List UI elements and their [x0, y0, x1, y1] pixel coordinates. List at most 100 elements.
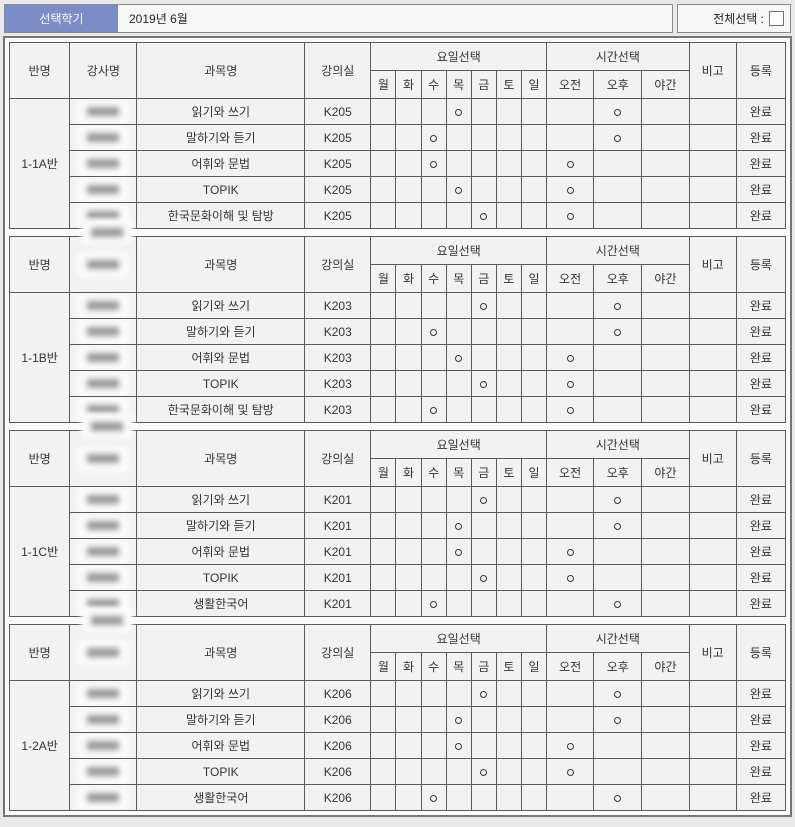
day-cell-토 [495, 732, 522, 759]
time-header-야간: 야간 [641, 652, 690, 681]
remarks-cell [688, 202, 737, 229]
day-header-토: 토 [495, 458, 522, 487]
remarks-cell [688, 396, 737, 423]
time-selected-marker [614, 522, 622, 530]
day-cell-화 [395, 512, 422, 539]
time-cell-오전 [546, 124, 595, 151]
redacted-smudge [91, 227, 123, 237]
day-cell-금 [470, 538, 497, 565]
day-cell-목 [445, 538, 472, 565]
subject-cell: TOPIK [136, 176, 306, 203]
day-cell-금 [470, 564, 497, 591]
day-cell-일 [520, 512, 548, 539]
course-row: 말하기와 듣기 K201 완료 [10, 512, 787, 539]
time-cell-오전 [546, 512, 595, 539]
day-cell-토 [495, 98, 522, 125]
time-selected-marker [566, 406, 574, 414]
remarks-cell [688, 706, 737, 733]
time-header-오후: 오후 [593, 264, 643, 293]
time-selected-marker [614, 716, 622, 724]
day-cell-토 [495, 150, 522, 177]
time-cell-오전 [546, 318, 595, 345]
day-cell-수 [420, 564, 447, 591]
select-all-box: 전체선택 : [677, 4, 791, 33]
time-selected-marker [614, 302, 622, 310]
subject-cell: 말하기와 듣기 [136, 706, 306, 733]
redacted-instructor-name [80, 179, 127, 200]
redacted-smudge [87, 648, 120, 657]
select-all-checkbox[interactable] [769, 11, 784, 26]
time-cell-야간 [641, 318, 690, 345]
day-cell-수 [420, 370, 447, 397]
day-cell-목 [445, 784, 472, 811]
redacted-instructor-name [80, 489, 127, 510]
day-cell-월 [370, 538, 397, 565]
remarks-cell [688, 98, 737, 125]
day-cell-금 [470, 124, 497, 151]
day-cell-일 [520, 318, 548, 345]
room-cell: K201 [304, 564, 372, 591]
day-cell-토 [495, 590, 522, 617]
time-selected-marker [614, 496, 622, 504]
redacted-smudge [87, 159, 120, 168]
day-cell-일 [520, 202, 548, 229]
room-cell: K203 [304, 318, 372, 345]
class-schedule-table-1-1C반: 반명 과목명 강의실 요일선택 시간선택 비고 등록 월 화 수 목 금 토 일 오전 오후 야간 1-1C반 읽기… [8, 430, 787, 617]
day-cell-월 [370, 732, 397, 759]
class-schedule-table-1-1B반: 반명 과목명 강의실 요일선택 시간선택 비고 등록 월 화 수 목 금 토 일 오전 오후 야간 1-1B반 읽기… [8, 236, 787, 423]
header-row-1: 반명 강사명 과목명 강의실 요일선택 시간선택 비고 등록 [8, 42, 787, 99]
day-cell-금 [470, 344, 497, 371]
section-gap [9, 222, 786, 242]
col-header-subject: 과목명 [136, 624, 306, 681]
redacted-instructor-name [80, 127, 127, 148]
subject-cell: 한국문화이해 및 탐방 [136, 202, 306, 229]
day-cell-일 [520, 732, 548, 759]
day-cell-수 [420, 344, 447, 371]
col-header-classroom: 강의실 [304, 236, 372, 293]
instructor-cell [69, 124, 138, 151]
day-cell-월 [370, 680, 397, 707]
time-cell-오후 [593, 318, 643, 345]
time-header-야간: 야간 [641, 458, 690, 487]
remarks-cell [688, 680, 737, 707]
subject-cell: 어휘와 문법 [136, 732, 306, 759]
day-cell-목 [445, 396, 472, 423]
time-selected-marker [566, 186, 574, 194]
select-all-label: 전체선택 : [713, 12, 764, 26]
day-cell-화 [395, 318, 422, 345]
day-cell-토 [495, 344, 522, 371]
subject-cell: 말하기와 듣기 [136, 512, 306, 539]
semester-select-button[interactable]: 선택학기 [5, 5, 118, 32]
subject-cell: 읽기와 쓰기 [136, 680, 306, 707]
day-selected-marker [480, 302, 488, 310]
day-header-목: 목 [445, 458, 472, 487]
day-cell-일 [520, 344, 548, 371]
day-cell-금 [470, 758, 497, 785]
subject-cell: TOPIK [136, 758, 306, 785]
day-cell-화 [395, 292, 422, 319]
subject-cell: TOPIK [136, 370, 306, 397]
room-cell: K205 [304, 176, 372, 203]
col-header-register: 등록 [735, 42, 787, 99]
day-header-월: 월 [370, 70, 397, 99]
redacted-instructor-name [80, 593, 127, 614]
time-cell-오후 [593, 98, 643, 125]
day-cell-수 [420, 318, 447, 345]
day-cell-수 [420, 176, 447, 203]
day-selected-marker [430, 794, 438, 802]
day-header-토: 토 [495, 652, 522, 681]
day-cell-토 [495, 202, 522, 229]
section-gap [9, 416, 786, 436]
time-cell-야간 [641, 344, 690, 371]
time-cell-오후 [593, 292, 643, 319]
semester-value: 2019년 6월 [129, 12, 188, 26]
time-cell-야간 [641, 564, 690, 591]
course-row: TOPIK K201 완료 [10, 564, 787, 591]
time-selected-marker [566, 160, 574, 168]
day-cell-금 [470, 732, 497, 759]
remarks-cell [688, 318, 737, 345]
day-cell-수 [420, 758, 447, 785]
day-cell-월 [370, 98, 397, 125]
redacted-instructor-name [80, 735, 127, 756]
col-header-classroom: 강의실 [304, 42, 372, 99]
